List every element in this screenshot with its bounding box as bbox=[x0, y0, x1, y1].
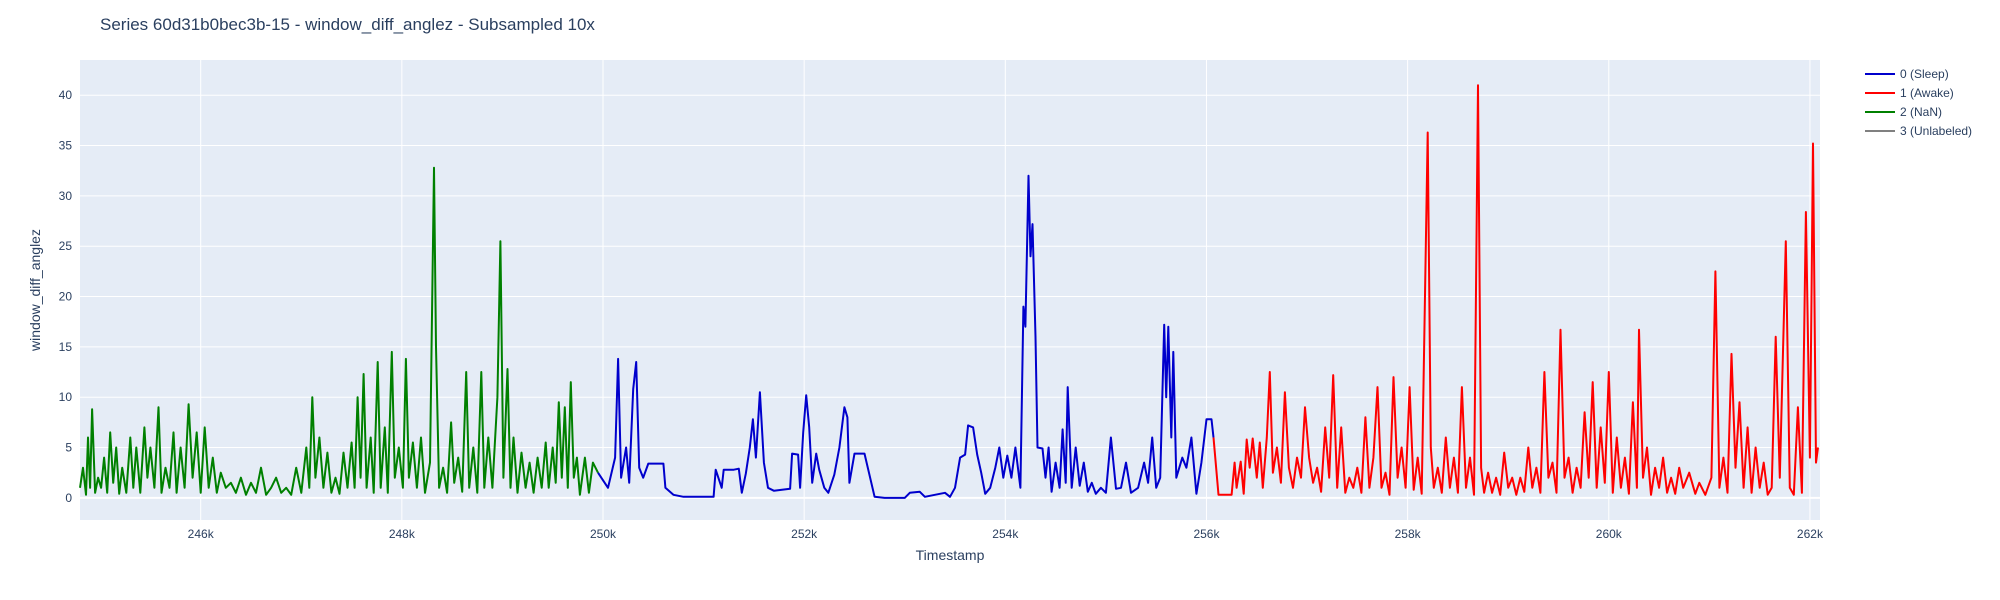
y-tick-label: 25 bbox=[59, 239, 73, 253]
x-axis-ticks: 246k 248k 250k 252k 254k 256k 258k 260k 262k bbox=[188, 527, 1824, 541]
legend-item-label[interactable]: 0 (Sleep) bbox=[1900, 67, 1949, 81]
legend-item-label[interactable]: 2 (NaN) bbox=[1900, 105, 1942, 119]
series-lines bbox=[79, 84, 1819, 499]
series-line-1-awake bbox=[1212, 84, 1819, 496]
series-line-0-sleep bbox=[597, 174, 1215, 499]
x-tick-label: 250k bbox=[590, 527, 617, 541]
y-axis-title: window_diff_anglez bbox=[27, 229, 43, 352]
x-tick-label: 252k bbox=[791, 527, 818, 541]
y-tick-label: 20 bbox=[59, 290, 73, 304]
x-tick-label: 256k bbox=[1193, 527, 1220, 541]
y-tick-label: 30 bbox=[59, 189, 73, 203]
x-tick-label: 262k bbox=[1797, 527, 1824, 541]
y-tick-label: 5 bbox=[65, 441, 72, 455]
x-tick-label: 258k bbox=[1395, 527, 1422, 541]
grid bbox=[80, 60, 1820, 520]
legend-item-label[interactable]: 3 (Unlabeled) bbox=[1900, 124, 1972, 138]
x-tick-label: 246k bbox=[188, 527, 215, 541]
chart-title: Series 60d31b0bec3b-15 - window_diff_ang… bbox=[100, 15, 595, 34]
y-tick-label: 0 bbox=[65, 491, 72, 505]
y-tick-label: 40 bbox=[59, 88, 73, 102]
y-tick-label: 35 bbox=[59, 139, 73, 153]
y-tick-label: 15 bbox=[59, 340, 73, 354]
x-tick-label: 248k bbox=[389, 527, 416, 541]
y-axis-ticks: 0 5 10 15 20 25 30 35 40 bbox=[59, 88, 73, 505]
x-tick-label: 254k bbox=[992, 527, 1019, 541]
legend-item-label[interactable]: 1 (Awake) bbox=[1900, 86, 1954, 100]
legend: 0 (Sleep) 1 (Awake) 2 (NaN) 3 (Unlabeled) bbox=[1865, 67, 1972, 138]
x-tick-label: 260k bbox=[1596, 527, 1623, 541]
plot-background bbox=[80, 60, 1820, 520]
y-tick-label: 10 bbox=[59, 390, 73, 404]
x-axis-title: Timestamp bbox=[916, 547, 985, 563]
series-line-2-nan bbox=[79, 166, 599, 496]
